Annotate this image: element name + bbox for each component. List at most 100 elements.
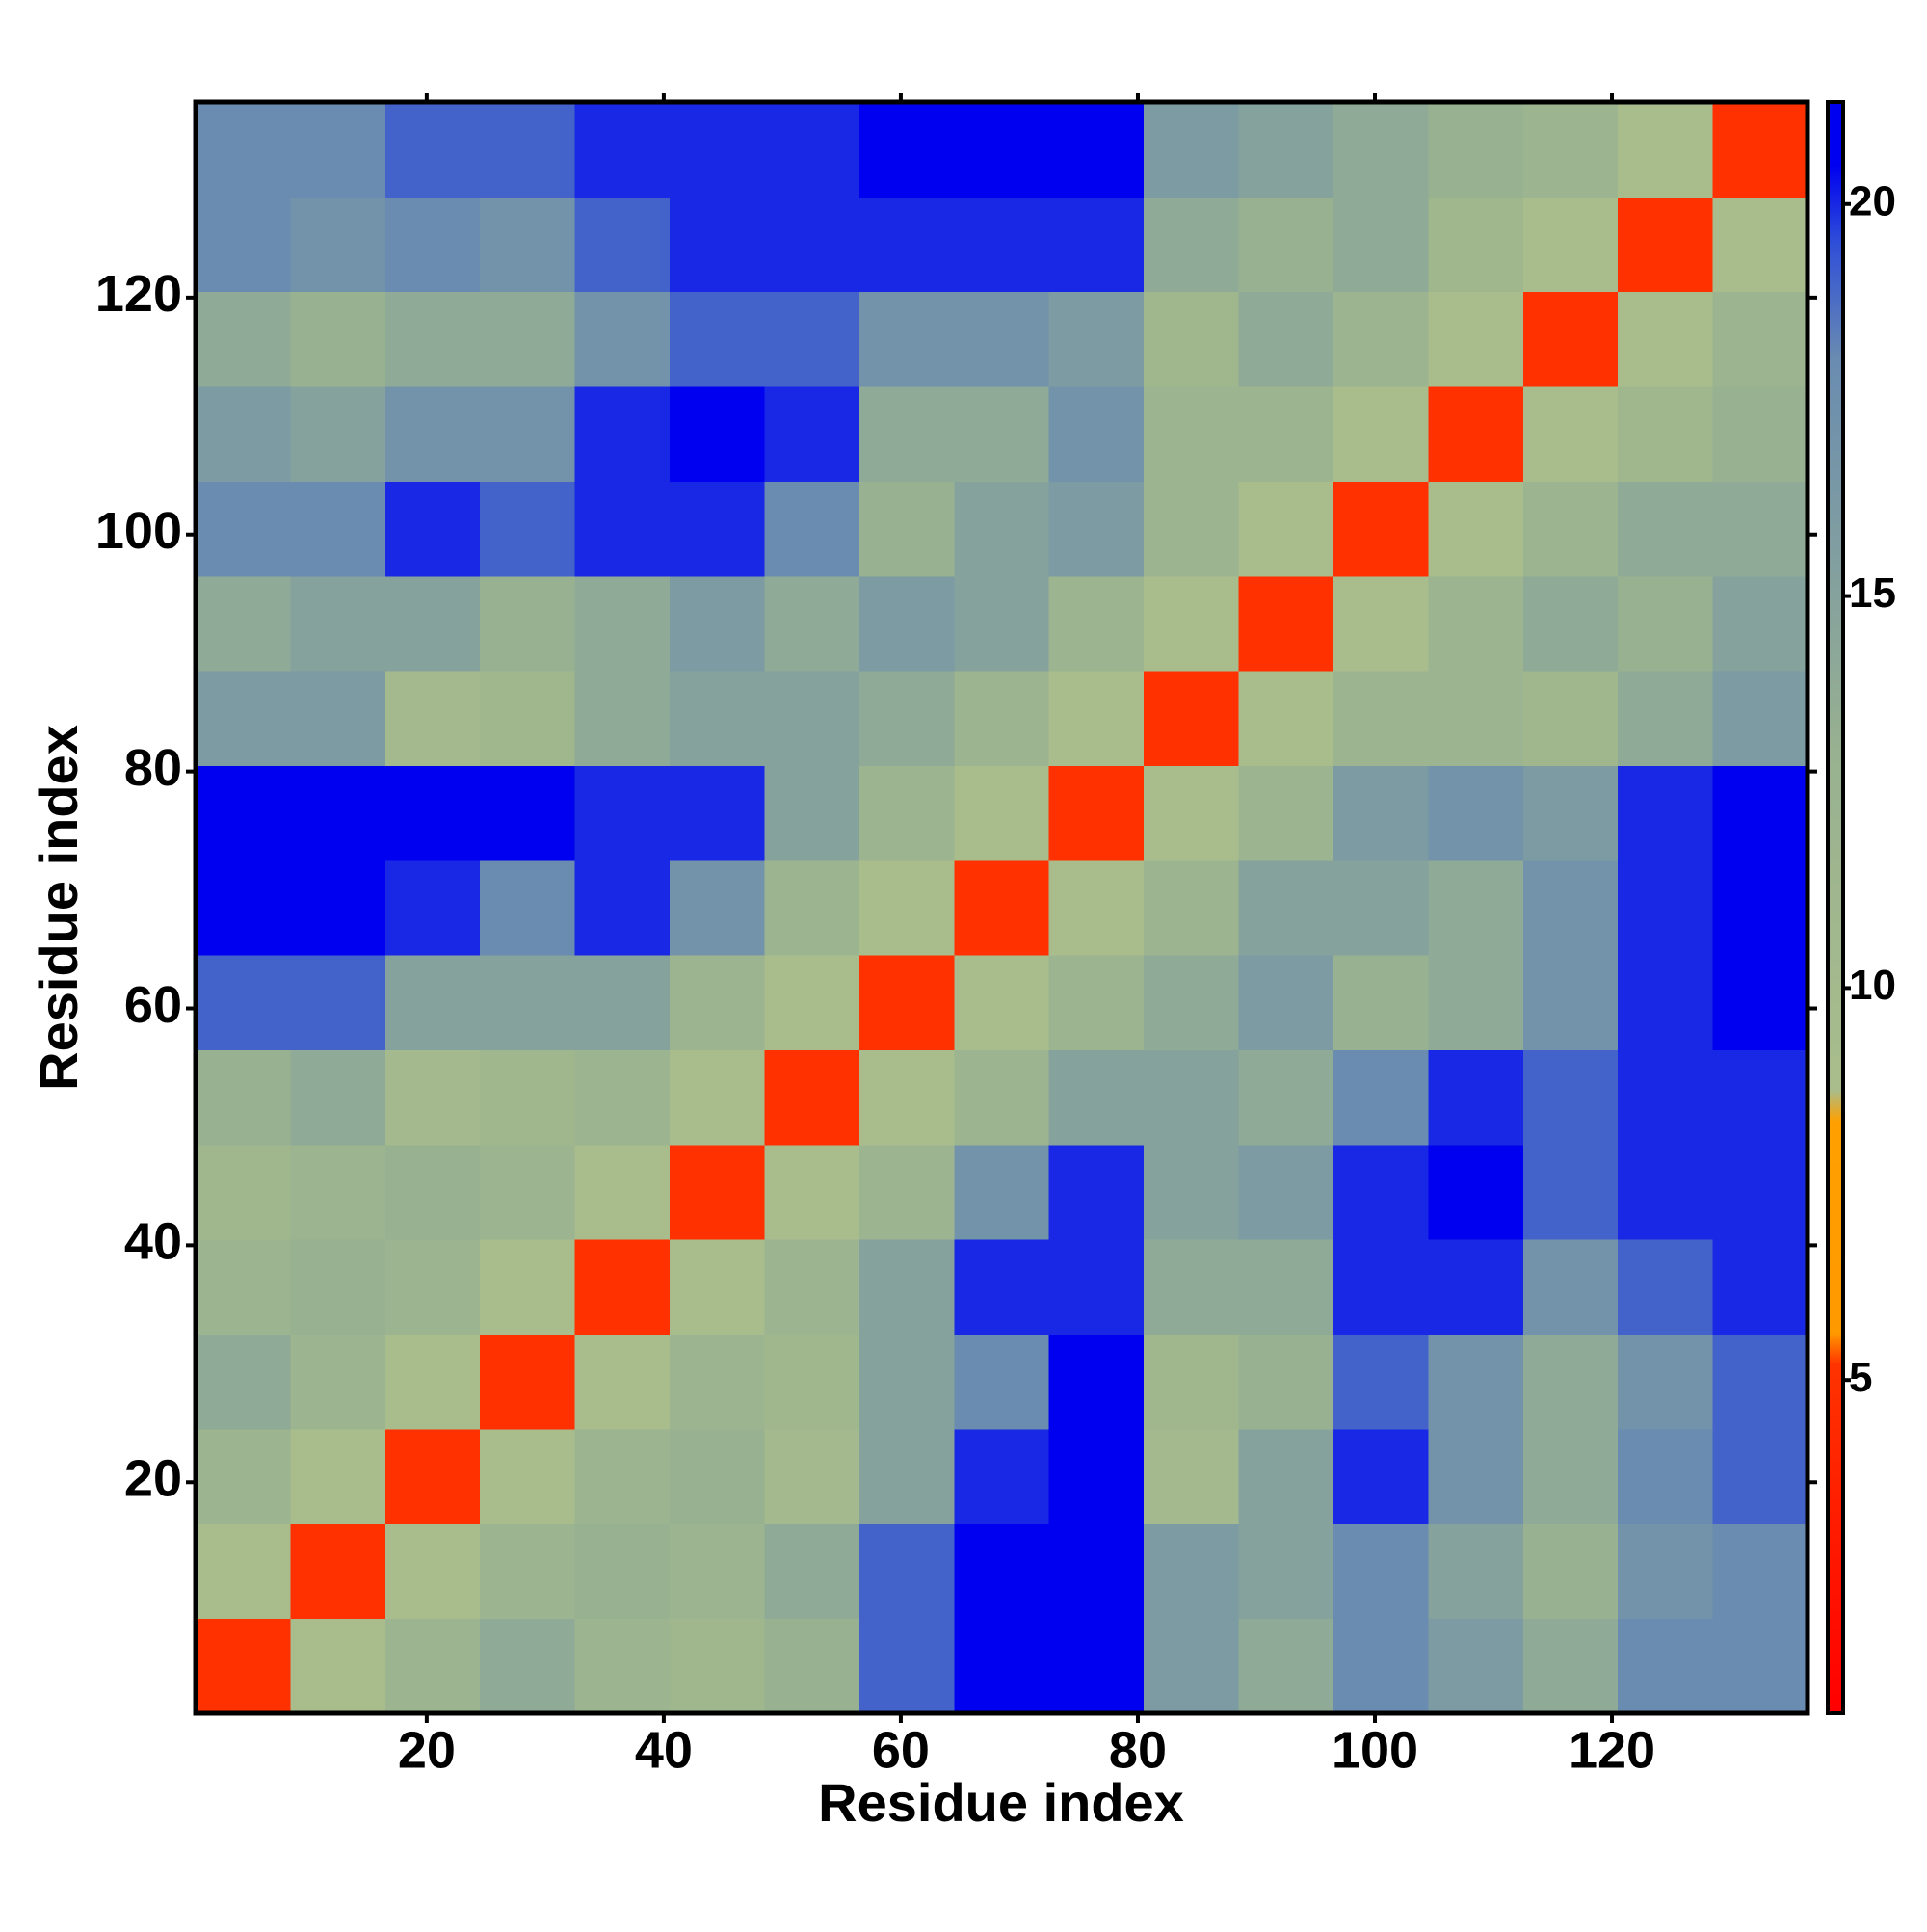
heat-cell <box>1618 955 1714 1051</box>
heat-cell <box>480 1239 576 1336</box>
x-tick-label: 120 <box>1569 1721 1655 1779</box>
heat-cell <box>574 481 671 577</box>
plot-frame <box>193 99 1810 1716</box>
heat-cell <box>670 481 765 577</box>
heat-cell <box>574 197 671 293</box>
heat-cell <box>1712 481 1808 577</box>
x-axis-label: Residue index <box>818 1772 1184 1833</box>
heat-cell <box>954 1049 1050 1146</box>
heat-cell <box>480 386 576 482</box>
heat-cell <box>954 1428 1050 1524</box>
heat-cell <box>290 1144 386 1240</box>
heat-cell <box>1712 197 1808 293</box>
heat-cell <box>196 102 291 198</box>
heat-cell <box>764 481 860 577</box>
heat-cell <box>954 1523 1050 1620</box>
heat-cell <box>1144 102 1240 198</box>
heat-cell <box>1333 765 1429 861</box>
heat-cell <box>1333 197 1429 293</box>
y-tick-label: 100 <box>95 502 182 560</box>
heat-cell <box>1144 481 1240 577</box>
heat-cell <box>574 575 671 672</box>
heat-cell <box>1144 765 1240 861</box>
heat-cell <box>290 386 386 482</box>
heat-cell <box>480 765 576 861</box>
heat-cell <box>196 481 291 577</box>
heat-cell <box>480 481 576 577</box>
heat-cell <box>290 1428 386 1524</box>
heat-cell <box>196 386 291 482</box>
heat-cell <box>1428 1618 1524 1714</box>
heat-cell <box>1333 955 1429 1051</box>
heat-cell <box>384 575 481 672</box>
heat-cell <box>1238 1144 1334 1240</box>
heat-cell <box>1522 481 1619 577</box>
heat-cell <box>1428 575 1524 672</box>
heat-cell <box>1238 1428 1334 1524</box>
heat-cell <box>954 575 1050 672</box>
heat-cell <box>1333 1144 1429 1240</box>
heat-cell <box>1048 1618 1145 1714</box>
heat-cell <box>384 1523 481 1620</box>
heat-cell <box>384 481 481 577</box>
heat-cell <box>196 1239 291 1336</box>
heat-cell <box>1428 481 1524 577</box>
heat-cell <box>1333 102 1429 198</box>
heat-cell <box>1238 1049 1334 1146</box>
heat-cell <box>1428 765 1524 861</box>
heat-cell <box>858 1239 955 1336</box>
heat-cell <box>858 1523 955 1620</box>
y-tick-label: 60 <box>124 976 182 1034</box>
heat-cell <box>1618 1049 1714 1146</box>
colorbar <box>1826 100 1845 1715</box>
heat-cell <box>480 860 576 956</box>
heat-cell <box>574 765 671 861</box>
heat-cell <box>196 575 291 672</box>
heat-cell <box>1712 1049 1808 1146</box>
heat-cell <box>1428 291 1524 387</box>
heat-cell <box>1618 386 1714 482</box>
heat-cell <box>670 1049 765 1146</box>
heat-cell <box>1144 671 1240 766</box>
heat-cell <box>1238 671 1334 766</box>
heat-cell <box>384 1334 481 1430</box>
heat-cell <box>1048 1334 1145 1430</box>
heat-cell <box>1712 671 1808 766</box>
heat-cell <box>574 671 671 766</box>
heat-cell <box>858 860 955 956</box>
y-tick-label: 120 <box>95 265 182 323</box>
heat-cell <box>670 955 765 1051</box>
heat-cell <box>1522 291 1619 387</box>
heat-cell <box>196 955 291 1051</box>
heat-cell <box>1428 1334 1524 1430</box>
heat-cell <box>1144 1144 1240 1240</box>
heat-cell <box>954 860 1050 956</box>
heat-cell <box>670 102 765 198</box>
heat-cell <box>290 671 386 766</box>
heat-cell <box>1618 1618 1714 1714</box>
heat-cell <box>574 955 671 1051</box>
heat-cell <box>290 1618 386 1714</box>
heat-cell <box>764 1144 860 1240</box>
heat-cell <box>196 197 291 293</box>
heat-cell <box>1144 1049 1240 1146</box>
heat-cell <box>1522 671 1619 766</box>
heat-cell <box>384 291 481 387</box>
heat-cell <box>1618 1239 1714 1336</box>
heat-cell <box>574 1618 671 1714</box>
heat-cell <box>1712 1428 1808 1524</box>
heat-cell <box>1522 1523 1619 1620</box>
heat-cell <box>1333 1428 1429 1524</box>
heat-cell <box>1428 1239 1524 1336</box>
heat-cell <box>1048 1523 1145 1620</box>
heat-cell <box>764 1428 860 1524</box>
heat-cell <box>1712 765 1808 861</box>
heat-cell <box>1712 860 1808 956</box>
heat-cell <box>670 1618 765 1714</box>
heat-cell <box>1048 671 1145 766</box>
heat-cell <box>1238 765 1334 861</box>
x-tick-label: 60 <box>872 1721 930 1779</box>
heat-cell <box>1618 1428 1714 1524</box>
heat-cell <box>1712 1144 1808 1240</box>
heat-cell <box>574 291 671 387</box>
